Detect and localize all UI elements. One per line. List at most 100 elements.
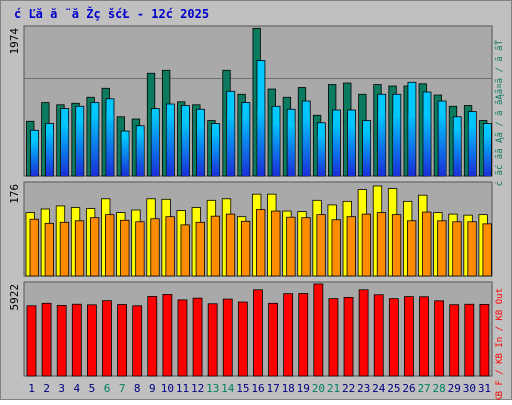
x-tick-day-25: 25: [387, 382, 400, 395]
x-tick-day-19: 19: [297, 382, 310, 395]
bar-kbf-day-3: [56, 305, 67, 377]
x-tick-day-20: 20: [312, 382, 325, 395]
bar-sites-day-2: [44, 222, 54, 277]
x-tick-day-11: 11: [176, 382, 189, 395]
bar-hits-day-18: [287, 123, 295, 176]
bar-kbf-day-24: [373, 294, 384, 377]
bar-hits-day-8: [136, 131, 144, 176]
bar-sites-day-6: [105, 214, 115, 277]
bar-kbf-day-11: [177, 299, 188, 377]
bar-kbf-day-16: [253, 289, 263, 377]
bar-sites-day-18: [286, 216, 296, 277]
bar-hits-day-13: [212, 131, 220, 176]
bar-kbf-day-27: [419, 296, 429, 377]
bar-hits-day-29: [453, 128, 461, 176]
bar-sites-day-27: [422, 211, 432, 277]
bar-kbf-day-9: [147, 296, 158, 377]
x-tick-day-8: 8: [134, 382, 141, 395]
bar-hits-day-9: [151, 114, 159, 176]
bar-kbf-day-6: [102, 300, 112, 377]
bar-sites-day-16: [256, 209, 266, 277]
bar-hits-day-3: [61, 123, 69, 176]
x-tick-day-23: 23: [357, 382, 370, 395]
bar-kbf-day-5: [86, 304, 97, 377]
bar-hits-day-28: [438, 114, 446, 176]
bar-sites-day-8: [135, 221, 145, 277]
bar-kbf-day-2: [41, 302, 52, 377]
bar-sites-day-17: [271, 210, 281, 277]
bar-hits-day-6: [106, 114, 114, 176]
bar-hits-day-5: [91, 114, 99, 176]
x-tick-day-17: 17: [266, 382, 279, 395]
bar-sites-day-24: [376, 212, 387, 277]
bar-kbf-day-7: [117, 304, 127, 377]
bar-sites-day-29: [452, 221, 462, 277]
bar-hits-day-2: [45, 131, 54, 176]
bar-sites-day-10: [165, 216, 175, 277]
bar-kbf-day-10: [162, 294, 173, 377]
bar-sites-day-9: [150, 218, 160, 277]
bar-kbf-day-19: [298, 293, 309, 377]
bar-hits-day-23: [363, 131, 371, 176]
bar-hits-day-26: [408, 114, 416, 176]
bar-sites-day-3: [59, 221, 70, 277]
bar-kbf-day-13: [207, 303, 218, 377]
bar-sites-day-25: [391, 214, 402, 277]
bar-hits-day-27: [423, 114, 431, 176]
bar-hits-day-22: [347, 123, 356, 176]
bar-hits-day-12: [196, 123, 205, 176]
bar-hits-day-16: [257, 110, 265, 176]
bar-sites-day-19: [301, 217, 311, 277]
bar-sites-day-12: [195, 221, 205, 277]
bar-sites-day-1: [29, 218, 39, 277]
bar-kbf-day-8: [132, 305, 143, 377]
bar-hits-day-1: [30, 140, 39, 176]
bar-hits-day-4: [76, 120, 84, 176]
x-tick-day-2: 2: [43, 382, 50, 395]
x-tick-day-30: 30: [463, 382, 476, 395]
x-tick-day-22: 22: [342, 382, 355, 395]
bar-sites-day-26: [407, 220, 417, 277]
x-tick-day-10: 10: [161, 382, 174, 395]
bar-sites-day-22: [346, 216, 356, 277]
bar-sites-day-20: [316, 214, 326, 277]
x-tick-day-5: 5: [89, 382, 96, 395]
x-tick-day-29: 29: [448, 382, 461, 395]
bar-kbf-day-15: [237, 301, 248, 377]
x-tick-day-24: 24: [372, 382, 386, 395]
bar-sites-day-31: [482, 223, 492, 277]
bar-kbf-day-22: [343, 296, 354, 377]
chart-title: ć Ľă ă ¨ă Žç šćŁ - 12ć 2025: [14, 6, 209, 21]
x-tick-day-13: 13: [206, 382, 219, 395]
x-tick-day-27: 27: [417, 382, 430, 395]
bar-hits-day-7: [121, 137, 129, 176]
y-max-label-top: 1974: [8, 28, 21, 55]
bar-hits-day-20: [317, 134, 325, 176]
bar-sites-day-7: [120, 219, 130, 277]
x-tick-day-15: 15: [236, 382, 249, 395]
x-tick-day-16: 16: [251, 382, 264, 395]
x-tick-day-1: 1: [28, 382, 35, 395]
bar-hits-day-11: [181, 122, 190, 176]
bar-sites-day-11: [180, 224, 190, 277]
bar-kbf-day-26: [404, 296, 414, 377]
bar-hits-day-25: [393, 114, 401, 176]
bar-hits-day-31: [483, 134, 492, 176]
bar-kbf-day-31: [479, 303, 490, 377]
x-tick-day-28: 28: [433, 382, 446, 395]
bar-kbf-day-18: [283, 293, 294, 377]
x-tick-day-4: 4: [74, 382, 81, 395]
x-tick-day-9: 9: [149, 382, 156, 395]
bar-sites-day-13: [210, 215, 221, 277]
bar-hits-day-19: [302, 116, 310, 176]
bar-hits-day-24: [378, 114, 386, 176]
legend-bottom: KB F / KB In / KB Out: [495, 288, 505, 400]
x-tick-day-21: 21: [327, 382, 340, 395]
bar-kbf-day-21: [328, 298, 339, 377]
x-tick-day-31: 31: [478, 382, 491, 395]
x-tick-day-14: 14: [221, 382, 235, 395]
bar-hits-day-14: [227, 114, 235, 176]
x-tick-day-18: 18: [282, 382, 295, 395]
